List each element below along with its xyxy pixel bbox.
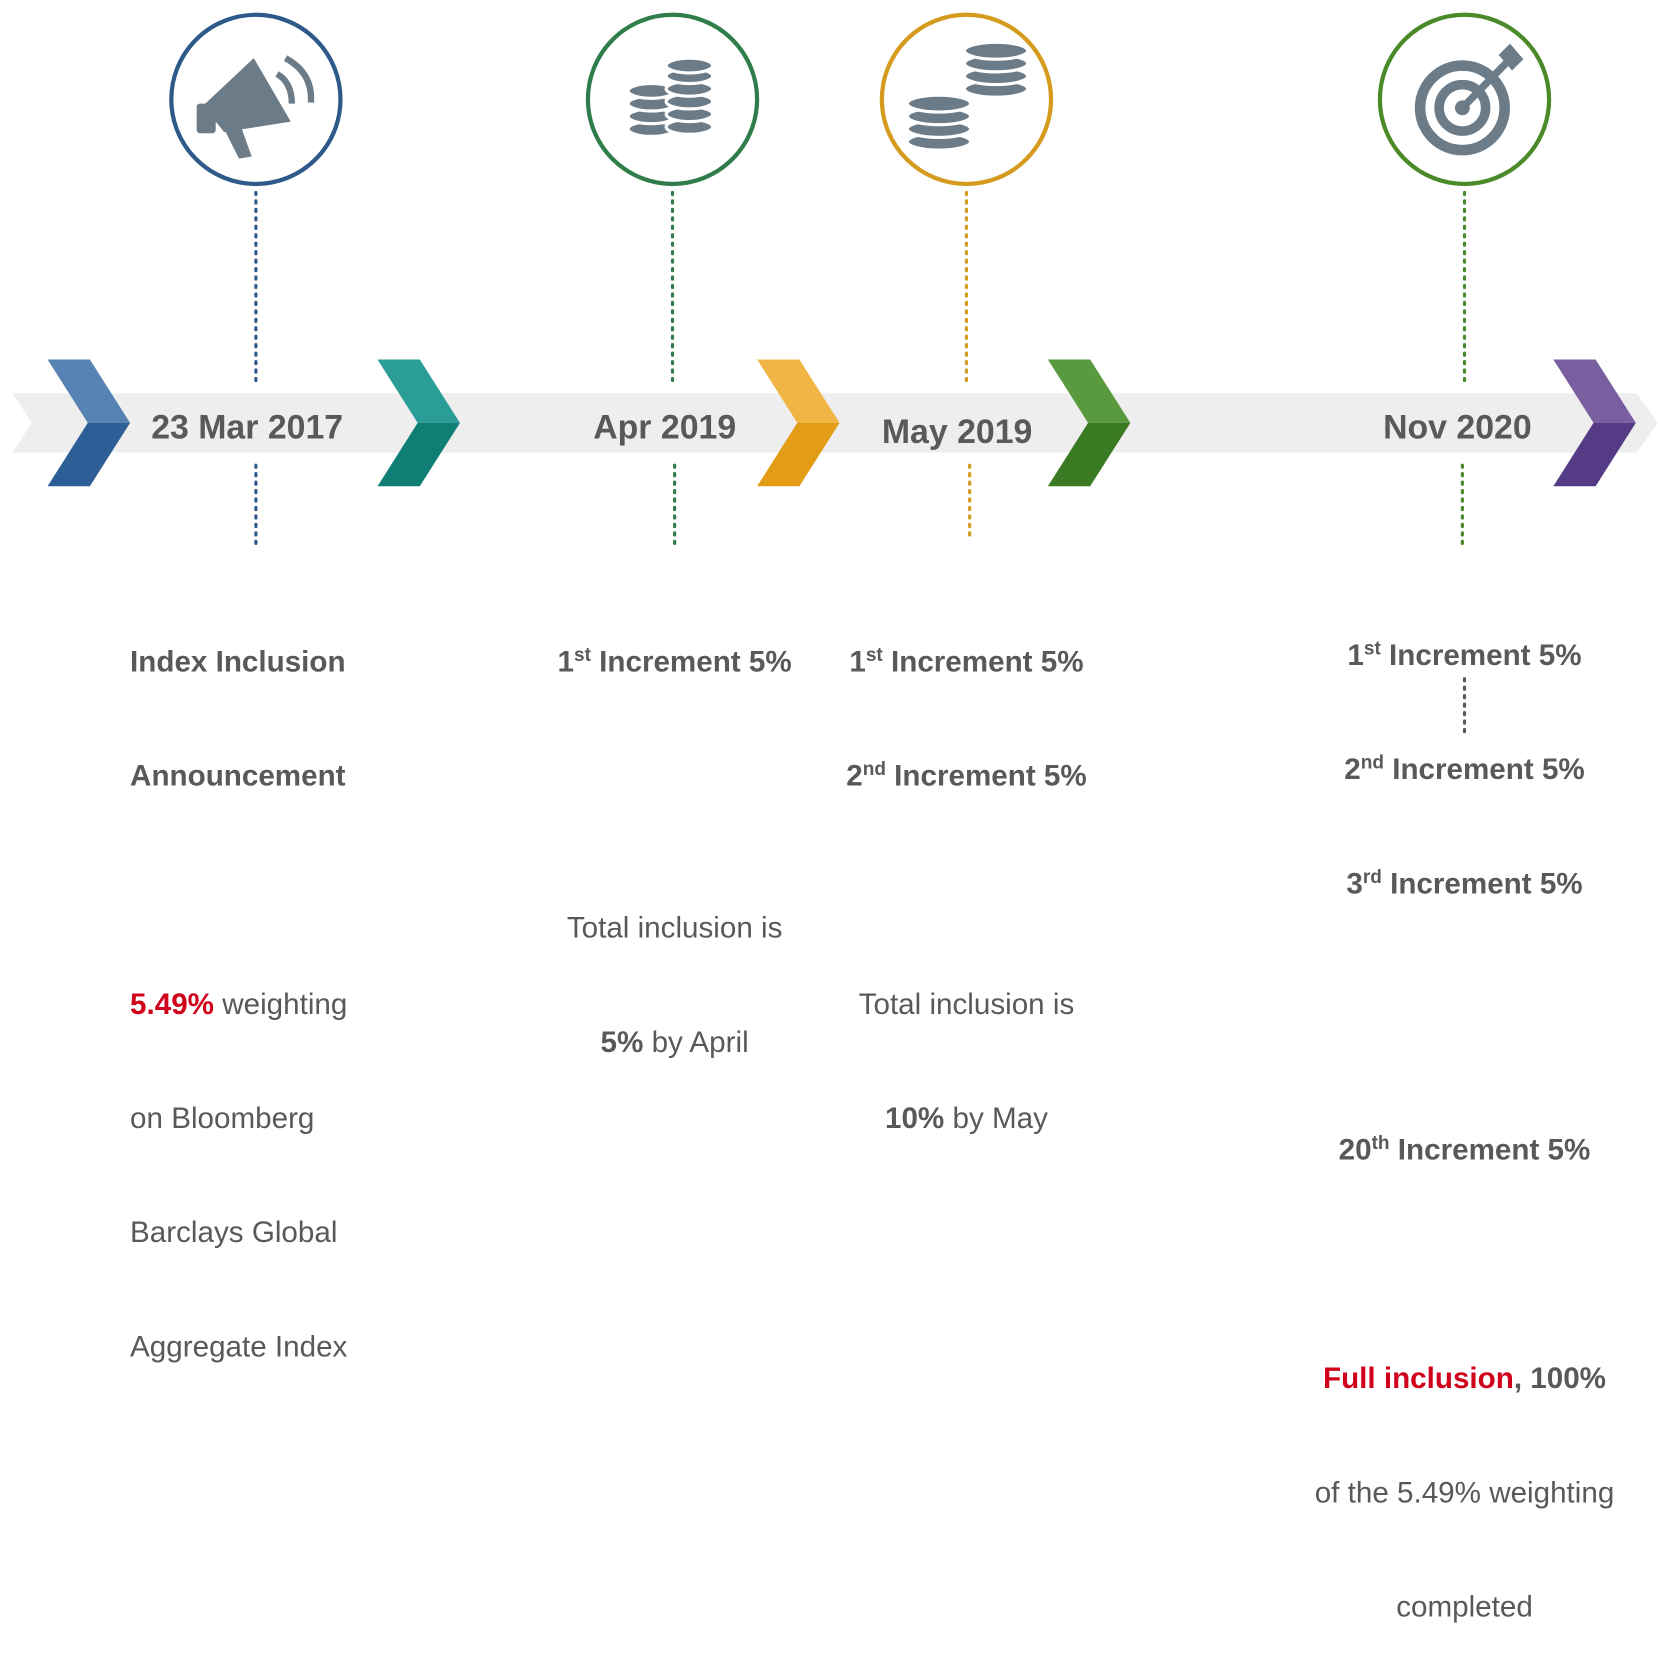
coins-icon [626,56,715,138]
text: , 100% [1513,1361,1606,1395]
text: weighting [214,987,348,1021]
megaphone-icon [196,55,315,159]
increment: 1st Increment 5% [818,643,1114,681]
text: Increment 5% [1389,1133,1591,1167]
n: 1 [849,644,866,678]
line: Aggregate Index [130,1329,348,1363]
suffix: st [1363,637,1381,659]
heading: Announcement [130,759,346,792]
text: by April [643,1025,749,1059]
increment: 1st Increment 5% [529,643,821,681]
chevron [757,359,840,487]
suffix: th [1371,1132,1390,1154]
bold: 10% [884,1101,945,1135]
total: 5% by April [529,1023,821,1061]
text: Increment 5% [882,644,1084,678]
date: May 2019 [881,412,1033,451]
milestone-text: 1st Increment 5% Total inclusion is 5% b… [529,567,821,1100]
n: 1 [557,644,575,678]
increment: 1st Increment 5% [1290,636,1639,674]
suffix: st [865,643,883,665]
total: Total inclusion is [566,911,783,945]
chevron [47,359,131,487]
suffix: rd [1362,865,1382,887]
icon-circle [585,12,760,187]
date: 23 Mar 2017 [151,408,344,447]
highlight: Full inclusion [1323,1361,1514,1395]
icon-circle [169,12,343,187]
increment: 2nd Increment 5% [818,757,1114,795]
chevron [377,359,460,487]
timeline: 23 Mar 2017 Apr 2019 May 2019 Nov 2020 I… [12,12,1658,1623]
suffix: nd [862,758,886,780]
date: Apr 2019 [593,408,737,447]
text: Increment 5% [1383,752,1585,786]
line: on Bloomberg [130,1101,315,1135]
graphics [12,12,1658,737]
milestone-text: 1st Increment 5% 2nd Increment 5% Total … [818,567,1114,1176]
increment: 20th Increment 5% [1290,1131,1639,1169]
heading: Index Inclusion [130,644,346,678]
text: Increment 5% [590,644,792,678]
n: 2 [1344,752,1361,786]
suffix: st [574,643,591,665]
n: 3 [1346,866,1363,900]
text: by May [944,1101,1048,1135]
text: Increment 5% [1380,638,1582,672]
n: 2 [846,759,863,792]
highlight: 5.49% [130,987,215,1021]
suffix: nd [1360,751,1384,773]
increment: 3rd Increment 5% [1290,865,1639,903]
line: 5.49% weighting [130,985,347,1023]
date: Nov 2020 [1383,408,1532,447]
text: Increment 5% [1381,866,1583,900]
milestone-text: 1st Increment 5% 2nd Increment 5% 3rd In… [1290,560,1639,1664]
line: Barclays Global [130,1215,338,1249]
bold: 5% [600,1025,644,1059]
milestone-text: Index Inclusion Announcement 5.49% weigh… [130,567,347,1404]
icon-circle [1377,12,1552,187]
note: completed [1396,1590,1533,1623]
n: 20 [1338,1133,1372,1167]
target-icon [1414,43,1524,156]
total: Total inclusion is [858,987,1075,1021]
n: 1 [1347,638,1364,672]
coins-icon [905,40,1030,152]
chevron [1047,359,1131,487]
chevron [1553,359,1636,487]
note: of the 5.49% weighting [1314,1475,1615,1509]
total: 10% by May [818,1099,1114,1137]
increment: 2nd Increment 5% [1290,751,1639,789]
text: Increment 5% [885,759,1087,792]
full-inclusion: Full inclusion, 100% [1290,1360,1639,1398]
icon-circle [879,12,1054,187]
